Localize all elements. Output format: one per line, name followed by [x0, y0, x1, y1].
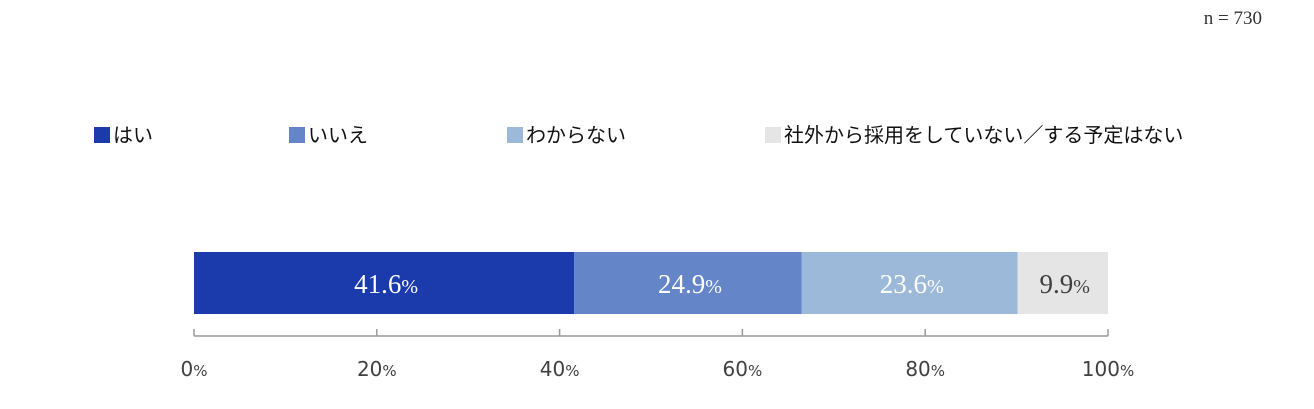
bar-segment [801, 252, 1018, 314]
legend-label: はい [113, 123, 153, 147]
legend-swatch [507, 127, 523, 143]
legend-swatch [765, 127, 781, 143]
data-labels: 41.6% 24.9% 23.6% 9.9% [354, 269, 1090, 299]
data-label: 23.6% [880, 269, 944, 299]
x-tick-label: 60% [723, 357, 763, 381]
bar-segments [194, 252, 1108, 314]
legend-label: 社外から採用をしていない／する予定はない [784, 123, 1183, 147]
x-tick-label: 40% [540, 357, 580, 381]
sample-size-note: n = 730 [1204, 8, 1262, 29]
data-label: 24.9% [658, 269, 722, 299]
legend-swatch [289, 127, 305, 143]
x-tick-label: 80% [905, 357, 945, 381]
x-tick-label: 0% [181, 357, 208, 381]
legend-swatch [94, 127, 110, 143]
bar-segment [194, 252, 575, 314]
bar-segment [1017, 252, 1108, 314]
data-label: 41.6% [354, 269, 418, 299]
legend-label: いいえ [308, 123, 368, 147]
x-tick-label: 20% [357, 357, 397, 381]
legend: はい いいえ わからない 社外から採用をしていない／する予定はない [94, 123, 1183, 147]
data-label: 9.9% [1040, 269, 1090, 299]
x-axis: 0% 20% 40% 60% 80% 100% [181, 329, 1134, 381]
legend-label: わからない [526, 123, 626, 147]
x-tick-label: 100% [1082, 357, 1134, 381]
bar-segment [574, 252, 802, 314]
